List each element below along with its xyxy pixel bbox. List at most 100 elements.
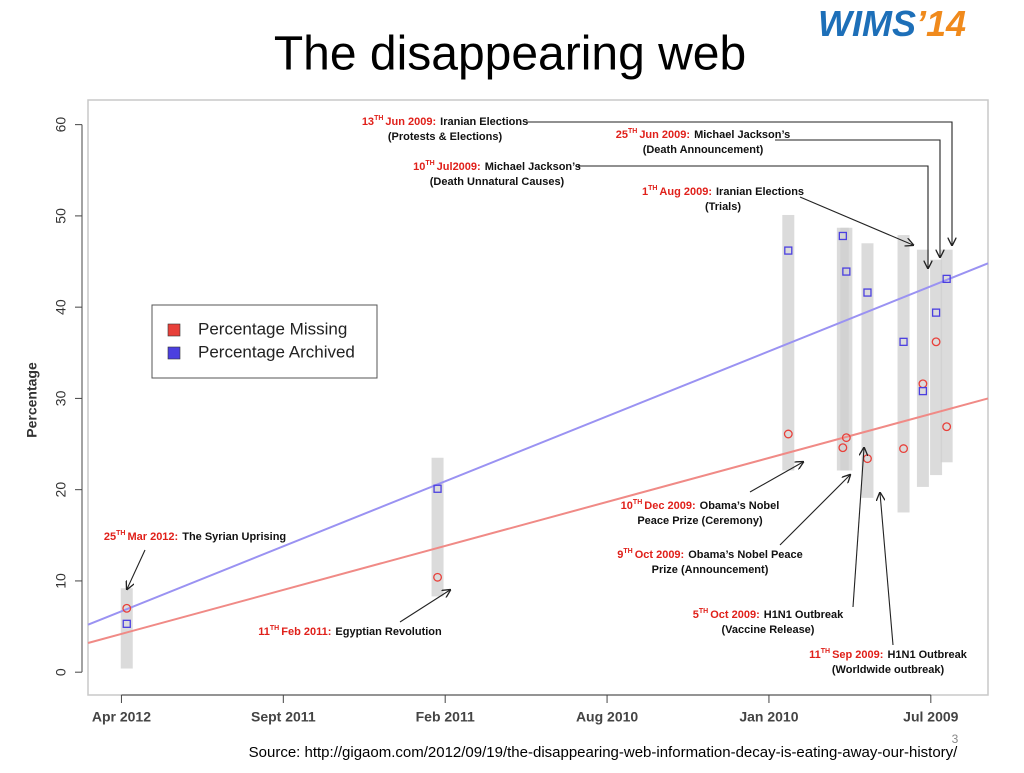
- annotation-day: 13: [362, 116, 374, 128]
- range-band: [120, 588, 133, 669]
- annotation-text: Michael Jackson’s: [694, 129, 790, 141]
- annotation-line: 1TH Aug 2009: Iranian Elections: [642, 185, 804, 198]
- y-tick-label: 20: [53, 482, 69, 498]
- annotation-month: Sep 2009:: [832, 649, 883, 661]
- plot: 0 10 20 30 40 50 60 Apr 2012 Sept 2011 Feb 2011 Au…: [24, 115, 989, 725]
- annotation-text: H1N1 Outbreak: [764, 609, 844, 621]
- annotation-text: Obama’s Nobel: [700, 500, 780, 512]
- y-tick-label: 50: [53, 208, 69, 224]
- legend-label: Percentage Missing: [198, 319, 347, 338]
- annotation-suffix: TH: [116, 530, 125, 537]
- legend-label: Percentage Archived: [198, 342, 355, 361]
- annotation-month: Jul2009:: [437, 161, 481, 173]
- annotation-day: 9: [617, 549, 623, 561]
- annotation-suffix: TH: [699, 608, 708, 615]
- x-tick-label: Sept 2011: [251, 709, 316, 725]
- annotation-line: 25TH Mar 2012: The Syrian Uprising: [104, 530, 286, 543]
- annotation-suffix: TH: [623, 548, 632, 555]
- point: [942, 274, 951, 284]
- point: [918, 386, 928, 396]
- slide-title: The disappearing web: [274, 28, 746, 81]
- annotation-line: (Vaccine Release): [722, 624, 815, 636]
- point: [841, 433, 851, 443]
- point: [433, 572, 443, 582]
- x-tick-label: Feb 2011: [416, 709, 475, 725]
- annotation-line: Prize (Announcement): [652, 564, 769, 576]
- annotation-month: Mar 2012:: [127, 531, 178, 543]
- annotation-arrow: [399, 590, 450, 623]
- point: [842, 267, 851, 276]
- y-tick-label: 60: [53, 117, 69, 133]
- point: [931, 337, 941, 347]
- x-tick-label: Jul 2009: [903, 709, 958, 725]
- logo-year: ’14: [916, 3, 966, 44]
- annotation-month: Oct 2009:: [710, 609, 760, 621]
- annotation-text: Obama’s Nobel Peace: [688, 549, 803, 561]
- range-band: [916, 249, 929, 487]
- annotation-line: (Trials): [705, 201, 741, 213]
- annotation-arrow: [799, 196, 913, 245]
- annotation-day: 10: [621, 500, 633, 512]
- y-tick-label: 0: [53, 668, 69, 676]
- annotation-suffix: TH: [821, 648, 830, 655]
- annotation-line: 10TH Dec 2009: Obama’s Nobel: [621, 499, 780, 512]
- annotation-day: 5: [693, 609, 699, 621]
- annotation-line: 11TH Sep 2009: H1N1 Outbreak: [809, 648, 968, 661]
- annotation-day: 25: [104, 531, 116, 543]
- annotation-text: Iranian Elections: [440, 116, 528, 128]
- annotation-suffix: TH: [648, 185, 657, 192]
- annotation-line: 13TH Jun 2009: Iranian Elections: [362, 115, 528, 128]
- source: Source: http://gigaom.com/2012/09/19/the…: [249, 744, 959, 761]
- y-tick-label: 30: [53, 390, 69, 406]
- annotation-suffix: TH: [633, 499, 642, 506]
- logo: WIMS’14: [818, 3, 966, 44]
- annotation-month: Jun 2009:: [639, 129, 690, 141]
- annotation-arrow: [127, 549, 146, 589]
- range-band: [861, 243, 874, 498]
- annotation-line: 5TH Oct 2009: H1N1 Outbreak: [693, 608, 844, 621]
- x-tick-label: Aug 2010: [576, 709, 638, 725]
- annotation-line: (Death Announcement): [643, 144, 764, 156]
- annotation-day: 1: [642, 186, 648, 198]
- point: [784, 246, 793, 255]
- annotation-line: 10TH Jul2009: Michael Jackson’s: [413, 160, 581, 173]
- annotation-arrow: [578, 165, 928, 268]
- annotation-line: Peace Prize (Ceremony): [637, 515, 763, 527]
- page-number: 3: [952, 732, 959, 746]
- annotation-line: 11TH Feb 2011: Egyptian Revolution: [258, 625, 442, 638]
- annotation-arrow: [525, 121, 952, 245]
- annotation-text: Iranian Elections: [716, 186, 804, 198]
- annotation-month: Dec 2009:: [644, 500, 695, 512]
- annotation-suffix: TH: [374, 115, 383, 122]
- annotation-text: H1N1 Outbreak: [887, 649, 967, 661]
- point: [122, 603, 132, 613]
- y-tick-label: 40: [53, 299, 69, 315]
- x-tick-label: Jan 2010: [739, 709, 798, 725]
- annotation-month: Aug 2009:: [659, 186, 712, 198]
- point: [838, 231, 847, 241]
- annotation-day: 11: [809, 649, 821, 661]
- x-tick-label: Apr 2012: [92, 709, 151, 725]
- range-band: [840, 227, 853, 471]
- y-tick-label: 10: [53, 573, 69, 589]
- annotation-arrow: [775, 139, 940, 257]
- annotation-line: (Protests & Elections): [388, 131, 503, 143]
- point: [942, 422, 952, 432]
- annotation-day: 10: [413, 161, 425, 173]
- point: [433, 484, 442, 493]
- legend-box: [151, 304, 378, 379]
- annotation-suffix: TH: [628, 128, 637, 135]
- annotation-month: Jun 2009:: [385, 116, 436, 128]
- annotation-arrow: [779, 475, 850, 546]
- annotation-suffix: TH: [270, 625, 279, 632]
- trend-line: [87, 262, 989, 626]
- annotation-line: 9TH Oct 2009: Obama’s Nobel Peace: [617, 548, 803, 561]
- annotation-arrow: [852, 448, 864, 608]
- point: [899, 337, 908, 346]
- annotation-text: Michael Jackson’s: [485, 161, 581, 173]
- legend-swatch: [167, 323, 181, 337]
- range-band: [431, 457, 444, 597]
- legend-swatch: [167, 346, 181, 360]
- trend-line: [87, 397, 989, 644]
